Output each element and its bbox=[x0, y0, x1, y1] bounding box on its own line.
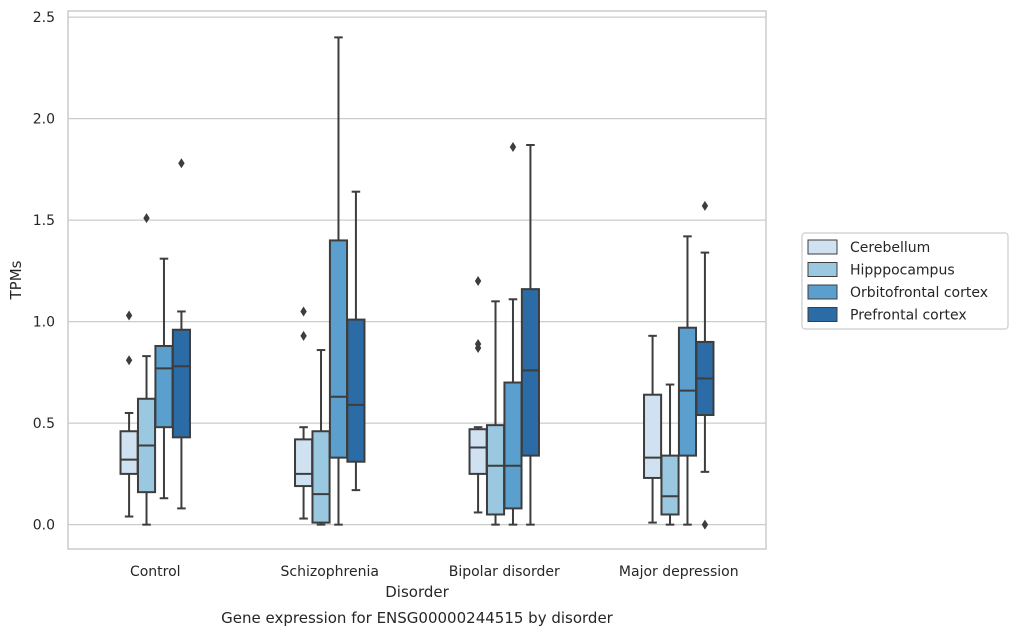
y-tick-label: 1.5 bbox=[33, 213, 55, 229]
legend-item: Orbitofrontal cortex bbox=[807, 284, 988, 301]
legend-label: Cerebellum bbox=[850, 240, 930, 256]
box-cerebellum bbox=[468, 276, 488, 514]
y-tick-label: 1.0 bbox=[33, 315, 55, 331]
legend-swatch bbox=[807, 284, 838, 300]
outlier-point bbox=[125, 310, 133, 321]
y-tick-label: 0.5 bbox=[33, 416, 55, 432]
box-orbitofrontal-cortex bbox=[154, 257, 174, 500]
outlier-point bbox=[474, 338, 482, 349]
legend-swatch bbox=[807, 262, 838, 277]
outlier-point bbox=[300, 306, 307, 317]
box-body bbox=[520, 288, 540, 457]
legend-frame bbox=[801, 232, 1009, 330]
box-body bbox=[468, 428, 488, 475]
legend-label: Prefrontal cortex bbox=[850, 308, 967, 324]
box-prefrontal-cortex bbox=[695, 200, 715, 530]
y-tick-label: 0.0 bbox=[33, 518, 55, 534]
x-axis-label: Disorder bbox=[385, 583, 449, 601]
box-hipppocampus bbox=[660, 383, 680, 526]
box-body bbox=[503, 381, 523, 510]
box-body bbox=[119, 430, 139, 475]
chart-caption: Gene expression for ENSG00000244515 by d… bbox=[221, 609, 614, 627]
box-prefrontal-cortex bbox=[346, 190, 366, 492]
box-orbitofrontal-cortex bbox=[503, 142, 523, 526]
box-body bbox=[294, 438, 314, 488]
x-tick-label: Major depression bbox=[619, 564, 739, 580]
outlier-point bbox=[300, 330, 307, 341]
legend-label: Hipppocampus bbox=[850, 263, 955, 279]
box-orbitofrontal-cortex bbox=[677, 235, 698, 526]
box-cerebellum bbox=[294, 306, 314, 520]
plot-frame bbox=[67, 10, 767, 550]
outlier-point bbox=[125, 355, 133, 366]
x-tick-labels: Control Schizophrenia Bipolar disorder Majo… bbox=[130, 564, 739, 580]
y-axis-label: TPMs bbox=[7, 260, 25, 300]
y-tick-label: 2.0 bbox=[33, 112, 55, 128]
box-hipppocampus bbox=[311, 349, 331, 526]
legend-swatch bbox=[807, 307, 838, 322]
x-tick-label: Control bbox=[130, 564, 181, 580]
legend-label: Orbitofrontal cortex bbox=[850, 285, 988, 301]
y-tick-labels: 0.0 0.5 1.0 1.5 2.0 2.5 bbox=[33, 10, 55, 534]
box-body bbox=[154, 344, 174, 429]
outlier-point bbox=[474, 276, 482, 287]
outlier-point bbox=[143, 213, 150, 224]
box-body bbox=[643, 393, 663, 479]
legend-item: Prefrontal cortex bbox=[807, 307, 967, 324]
x-tick-label: Bipolar disorder bbox=[449, 564, 560, 580]
box-prefrontal-cortex bbox=[520, 143, 540, 526]
box-body bbox=[485, 424, 506, 516]
outlier-point bbox=[178, 158, 185, 169]
box-body bbox=[346, 318, 366, 463]
legend-swatch bbox=[807, 239, 838, 255]
box-prefrontal-cortex bbox=[171, 158, 191, 510]
box-orbitofrontal-cortex bbox=[328, 36, 349, 526]
box-plots bbox=[119, 36, 715, 530]
x-tick-label: Schizophrenia bbox=[281, 564, 379, 580]
legend: Cerebellum Hipppocampus Orbitofrontal cort… bbox=[801, 232, 1009, 330]
box-hipppocampus bbox=[136, 213, 157, 526]
box-body bbox=[311, 430, 331, 524]
box-cerebellum bbox=[119, 310, 139, 518]
box-body bbox=[171, 328, 191, 439]
y-tick-label: 2.5 bbox=[33, 10, 55, 26]
legend-item: Hipppocampus bbox=[807, 262, 955, 279]
box-body bbox=[328, 239, 349, 459]
box-body bbox=[660, 454, 680, 516]
outlier-point bbox=[701, 200, 709, 211]
legend-item: Cerebellum bbox=[807, 239, 930, 256]
box-hipppocampus bbox=[485, 300, 506, 526]
outlier-point bbox=[509, 142, 517, 153]
outlier-point bbox=[701, 519, 709, 530]
box-cerebellum bbox=[643, 334, 663, 524]
box-body bbox=[677, 326, 698, 457]
